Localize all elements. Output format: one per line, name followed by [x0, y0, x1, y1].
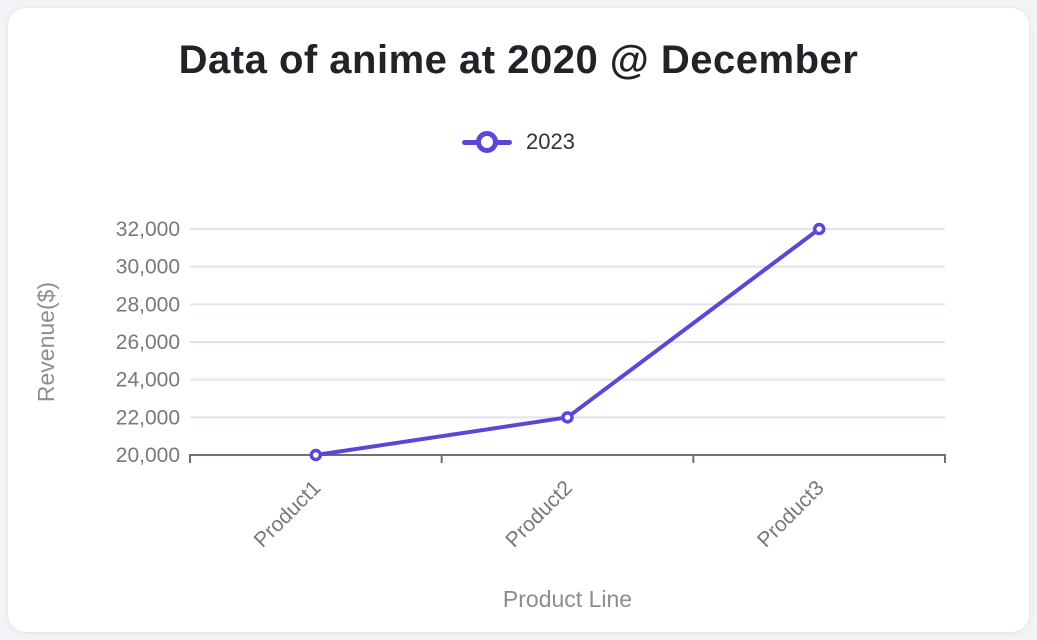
y-axis-title: Revenue($): [33, 282, 59, 402]
y-tick-label: 30,000: [116, 256, 180, 279]
y-tick-label: 26,000: [116, 331, 180, 354]
data-point[interactable]: [561, 411, 574, 424]
x-tick-label[interactable]: Product1: [250, 476, 326, 552]
y-tick-label: 28,000: [116, 293, 180, 316]
x-tick-label[interactable]: Product2: [501, 476, 577, 552]
y-tick-label: 24,000: [116, 369, 180, 392]
legend-line-marker-icon: [462, 131, 513, 153]
legend-item-2023[interactable]: 2023: [8, 129, 1029, 155]
line-chart-canvas[interactable]: 20,000 22,000 24,000 26,000 28,000 30,000 32,0…: [8, 8, 1029, 632]
data-point[interactable]: [309, 448, 323, 462]
chart-title: Data of anime at 2020 @ December: [178, 38, 859, 82]
chart-card: Data of anime at 2020 @ December 2023 20…: [8, 8, 1029, 632]
x-tick-label[interactable]: Product3: [753, 476, 829, 552]
x-axis-title: Product Line: [503, 586, 632, 612]
y-tick-label: 20,000: [116, 444, 180, 467]
data-point[interactable]: [812, 222, 826, 236]
legend-label: 2023: [526, 129, 575, 154]
y-tick-label: 32,000: [116, 218, 180, 241]
y-tick-label: 22,000: [116, 406, 180, 429]
legend-ring-icon: [476, 131, 499, 153]
